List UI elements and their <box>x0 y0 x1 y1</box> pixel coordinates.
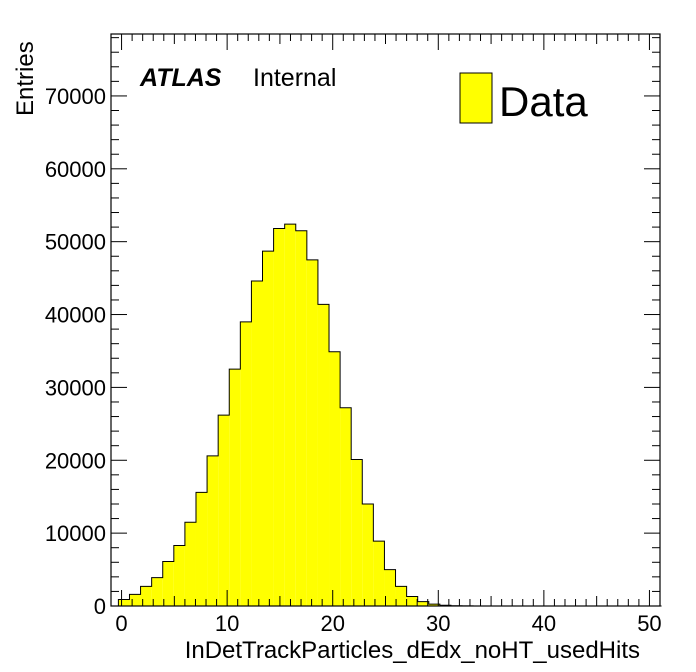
histogram-bar <box>384 569 396 606</box>
y-tick-label: 70000 <box>45 84 106 109</box>
histogram-bar <box>140 586 152 606</box>
y-tick-label: 10000 <box>45 521 106 546</box>
legend-swatch <box>459 72 493 124</box>
histogram-bar <box>207 455 219 606</box>
histogram-bar <box>340 407 352 606</box>
histogram-bar <box>428 604 440 606</box>
histogram-bar <box>362 503 374 606</box>
histogram-bar <box>295 230 307 607</box>
x-tick-label: 50 <box>637 611 661 636</box>
histogram-bar <box>262 251 274 606</box>
x-axis-ticks: 0 10 20 30 40 50 <box>110 34 662 636</box>
histogram-bar <box>406 596 418 606</box>
histogram-bar <box>229 369 241 606</box>
histogram-bar <box>240 321 252 606</box>
histogram-bar <box>184 522 196 606</box>
histogram-bar <box>351 459 363 606</box>
x-tick-label: 10 <box>215 611 239 636</box>
y-tick-label: 50000 <box>45 230 106 255</box>
x-axis-title: InDetTrackParticles_dEdx_noHT_usedHits <box>185 637 640 664</box>
y-tick-label: 0 <box>94 594 106 619</box>
histogram-bar <box>284 224 296 606</box>
y-tick-label: 30000 <box>45 375 106 400</box>
internal-label: Internal <box>253 64 336 92</box>
histogram-bar <box>395 586 407 606</box>
histogram-bar <box>173 545 185 606</box>
histogram-bar <box>251 281 263 606</box>
y-tick-label: 60000 <box>45 157 106 182</box>
x-tick-label: 30 <box>426 611 450 636</box>
histogram-bar <box>218 415 230 606</box>
x-tick-label: 20 <box>320 611 344 636</box>
histogram-bars <box>118 224 507 607</box>
x-tick-label: 0 <box>115 611 127 636</box>
histogram-bar <box>151 577 163 606</box>
legend-label: Data <box>499 78 588 125</box>
histogram-bar <box>306 259 318 606</box>
histogram-bar <box>417 601 429 606</box>
x-tick-label: 40 <box>532 611 556 636</box>
histogram-bar <box>273 228 285 607</box>
histogram-bar <box>373 541 385 606</box>
y-tick-label: 20000 <box>45 448 106 473</box>
histogram-bar <box>118 599 130 606</box>
y-tick-label: 40000 <box>45 303 106 328</box>
histogram-bar <box>129 594 141 606</box>
histogram-bar <box>317 304 330 606</box>
y-axis-ticks: 0 10000 20000 30000 40000 50000 60000 70000 <box>45 37 660 619</box>
histogram-bar <box>195 492 208 606</box>
histogram-bar <box>162 561 174 606</box>
atlas-label: ATLAS <box>139 64 222 92</box>
y-axis-title: Entries <box>12 41 39 116</box>
histogram-bar <box>329 351 341 606</box>
